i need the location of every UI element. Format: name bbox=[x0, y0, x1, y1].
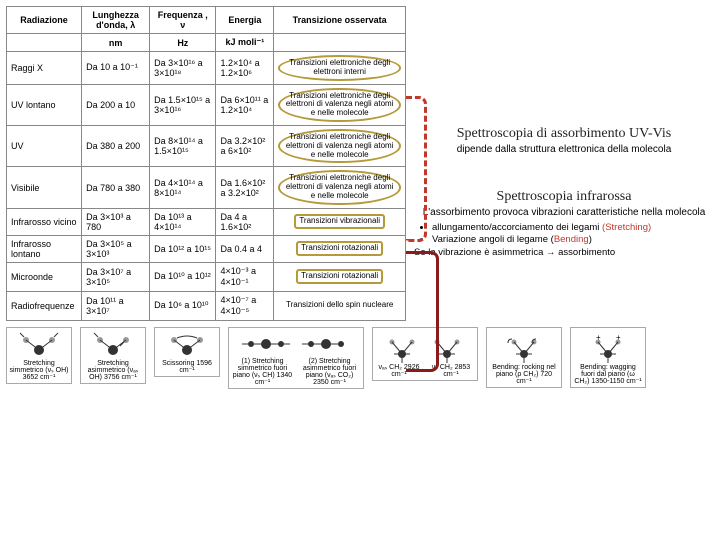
diag-3: Scissoring 1596 cm⁻¹ bbox=[154, 327, 220, 377]
ir-block: Spettroscopia infrarossa L'assorbimento … bbox=[414, 189, 714, 258]
ir-bullet2: Variazione angoli di legame (Bending) bbox=[432, 234, 714, 245]
right-panel: Spettroscopia di assorbimento UV-Vis dip… bbox=[414, 6, 714, 321]
cell-rad: UV bbox=[7, 125, 82, 166]
cell-rad: Radiofrequenze bbox=[7, 291, 82, 320]
unit-tr bbox=[274, 34, 406, 52]
cell-fr: Da 10¹³ a 4×10¹⁴ bbox=[150, 208, 216, 235]
table-row: Raggi XDa 10 a 10⁻¹Da 3×10¹⁶ a 3×10¹⁸1.2… bbox=[7, 52, 406, 85]
unit-wl: nm bbox=[82, 34, 150, 52]
cell-rad: Visibile bbox=[7, 167, 82, 208]
ir-note: Se la vibrazione è asimmetrica → assorbi… bbox=[414, 247, 714, 258]
cell-trans: Transizioni elettroniche degli elettroni… bbox=[274, 52, 406, 85]
cell-fr: Da 10⁶ a 10¹⁰ bbox=[150, 291, 216, 320]
cell-en: Da 3.2×10² a 6×10² bbox=[216, 125, 274, 166]
radiation-table: Radiazione Lunghezza d'onda, λ Frequenza… bbox=[6, 6, 406, 321]
cell-wl: Da 3×10⁷ a 3×10⁵ bbox=[82, 262, 150, 291]
table-row: MicroondeDa 3×10⁷ a 3×10⁵Da 10¹⁰ a 10¹²4… bbox=[7, 262, 406, 291]
ir-sub: L'assorbimento provoca vibrazioni caratt… bbox=[414, 207, 714, 218]
th-wl: Lunghezza d'onda, λ bbox=[82, 7, 150, 34]
diag-4: (1) Stretching simmetrico fuori piano (ν… bbox=[228, 327, 364, 389]
ir-title: Spettroscopia infrarossa bbox=[414, 189, 714, 205]
uv-block: Spettroscopia di assorbimento UV-Vis dip… bbox=[414, 126, 714, 155]
cell-wl: Da 200 a 10 bbox=[82, 84, 150, 125]
table-row: RadiofrequenzeDa 10¹¹ a 3×10⁷Da 10⁶ a 10… bbox=[7, 291, 406, 320]
diag-6: Bending: rocking nel piano (ρ CH₂) 720 c… bbox=[486, 327, 562, 388]
cell-wl: Da 10¹¹ a 3×10⁷ bbox=[82, 291, 150, 320]
uv-sub: dipende dalla struttura elettronica dell… bbox=[414, 144, 714, 155]
cell-rad: Microonde bbox=[7, 262, 82, 291]
table-row: VisibileDa 780 a 380Da 4×10¹⁴ a 8×10¹⁴Da… bbox=[7, 167, 406, 208]
cell-wl: Da 380 a 200 bbox=[82, 125, 150, 166]
th-rad: Radiazione bbox=[7, 7, 82, 34]
ir-bullet1: allungamento/accorciamento dei legami (S… bbox=[432, 222, 714, 233]
cell-en: Da 4 a 1.6×10² bbox=[216, 208, 274, 235]
cell-trans: Transizioni elettroniche degli elettroni… bbox=[274, 167, 406, 208]
cell-trans: Transizioni elettroniche degli elettroni… bbox=[274, 84, 406, 125]
table-row: UVDa 380 a 200Da 8×10¹⁴ a 1.5×10¹⁵Da 3.2… bbox=[7, 125, 406, 166]
unit-en: kJ moli⁻¹ bbox=[216, 34, 274, 52]
th-tr: Transizione osservata bbox=[274, 7, 406, 34]
svg-text:+: + bbox=[596, 333, 601, 342]
cell-en: 4×10⁻³ a 4×10⁻¹ bbox=[216, 262, 274, 291]
table-row: Infrarosso vicinoDa 3×10³ a 780Da 10¹³ a… bbox=[7, 208, 406, 235]
cell-en: Da 0.4 a 4 bbox=[216, 235, 274, 262]
cell-trans: Transizioni elettroniche degli elettroni… bbox=[274, 125, 406, 166]
cell-en: 1.2×10⁴ a 1.2×10⁶ bbox=[216, 52, 274, 85]
cell-fr: Da 4×10¹⁴ a 8×10¹⁴ bbox=[150, 167, 216, 208]
cell-en: 4×10⁻⁷ a 4×10⁻⁵ bbox=[216, 291, 274, 320]
cell-rad: Raggi X bbox=[7, 52, 82, 85]
diagram-row: Stretching simmetrico (νₛ OH) 3652 cm⁻¹ … bbox=[6, 327, 714, 389]
th-en: Energia bbox=[216, 7, 274, 34]
diag-2: Stretching asimmetrico (νₐₛ OH) 3756 cm⁻… bbox=[80, 327, 146, 384]
cell-wl: Da 3×10³ a 780 bbox=[82, 208, 150, 235]
cell-wl: Da 10 a 10⁻¹ bbox=[82, 52, 150, 85]
table-row: UV lontanoDa 200 a 10Da 1.5×10¹⁵ a 3×10¹… bbox=[7, 84, 406, 125]
cell-fr: Da 3×10¹⁶ a 3×10¹⁸ bbox=[150, 52, 216, 85]
th-fr: Frequenza , ν bbox=[150, 7, 216, 34]
svg-text:+: + bbox=[616, 333, 621, 342]
cell-wl: Da 780 a 380 bbox=[82, 167, 150, 208]
bracket-ir bbox=[406, 251, 439, 372]
cell-rad: Infrarosso vicino bbox=[7, 208, 82, 235]
cell-fr: Da 10¹⁰ a 10¹² bbox=[150, 262, 216, 291]
cell-rad: Infrarosso lontano bbox=[7, 235, 82, 262]
cell-fr: Da 1.5×10¹⁵ a 3×10¹⁶ bbox=[150, 84, 216, 125]
cell-rad: UV lontano bbox=[7, 84, 82, 125]
diag-1: Stretching simmetrico (νₛ OH) 3652 cm⁻¹ bbox=[6, 327, 72, 384]
unit-fr: Hz bbox=[150, 34, 216, 52]
unit-rad bbox=[7, 34, 82, 52]
cell-trans: Transizioni rotazionali bbox=[274, 235, 406, 262]
cell-fr: Da 8×10¹⁴ a 1.5×10¹⁵ bbox=[150, 125, 216, 166]
bracket-uv bbox=[406, 96, 427, 242]
cell-trans: Transizioni dello spin nucleare bbox=[274, 291, 406, 320]
cell-trans: Transizioni rotazionali bbox=[274, 262, 406, 291]
cell-fr: Da 10¹² a 10¹⁵ bbox=[150, 235, 216, 262]
table-row: Infrarosso lontanoDa 3×10⁵ a 3×10³Da 10¹… bbox=[7, 235, 406, 262]
cell-en: Da 1.6×10² a 3.2×10² bbox=[216, 167, 274, 208]
uv-title: Spettroscopia di assorbimento UV-Vis bbox=[414, 126, 714, 142]
cell-wl: Da 3×10⁵ a 3×10³ bbox=[82, 235, 150, 262]
cell-en: Da 6×10¹¹ a 1.2×10⁴ bbox=[216, 84, 274, 125]
cell-trans: Transizioni vibrazionali bbox=[274, 208, 406, 235]
diag-7: ++ Bending: wagging fuori dal piano (ω C… bbox=[570, 327, 646, 388]
